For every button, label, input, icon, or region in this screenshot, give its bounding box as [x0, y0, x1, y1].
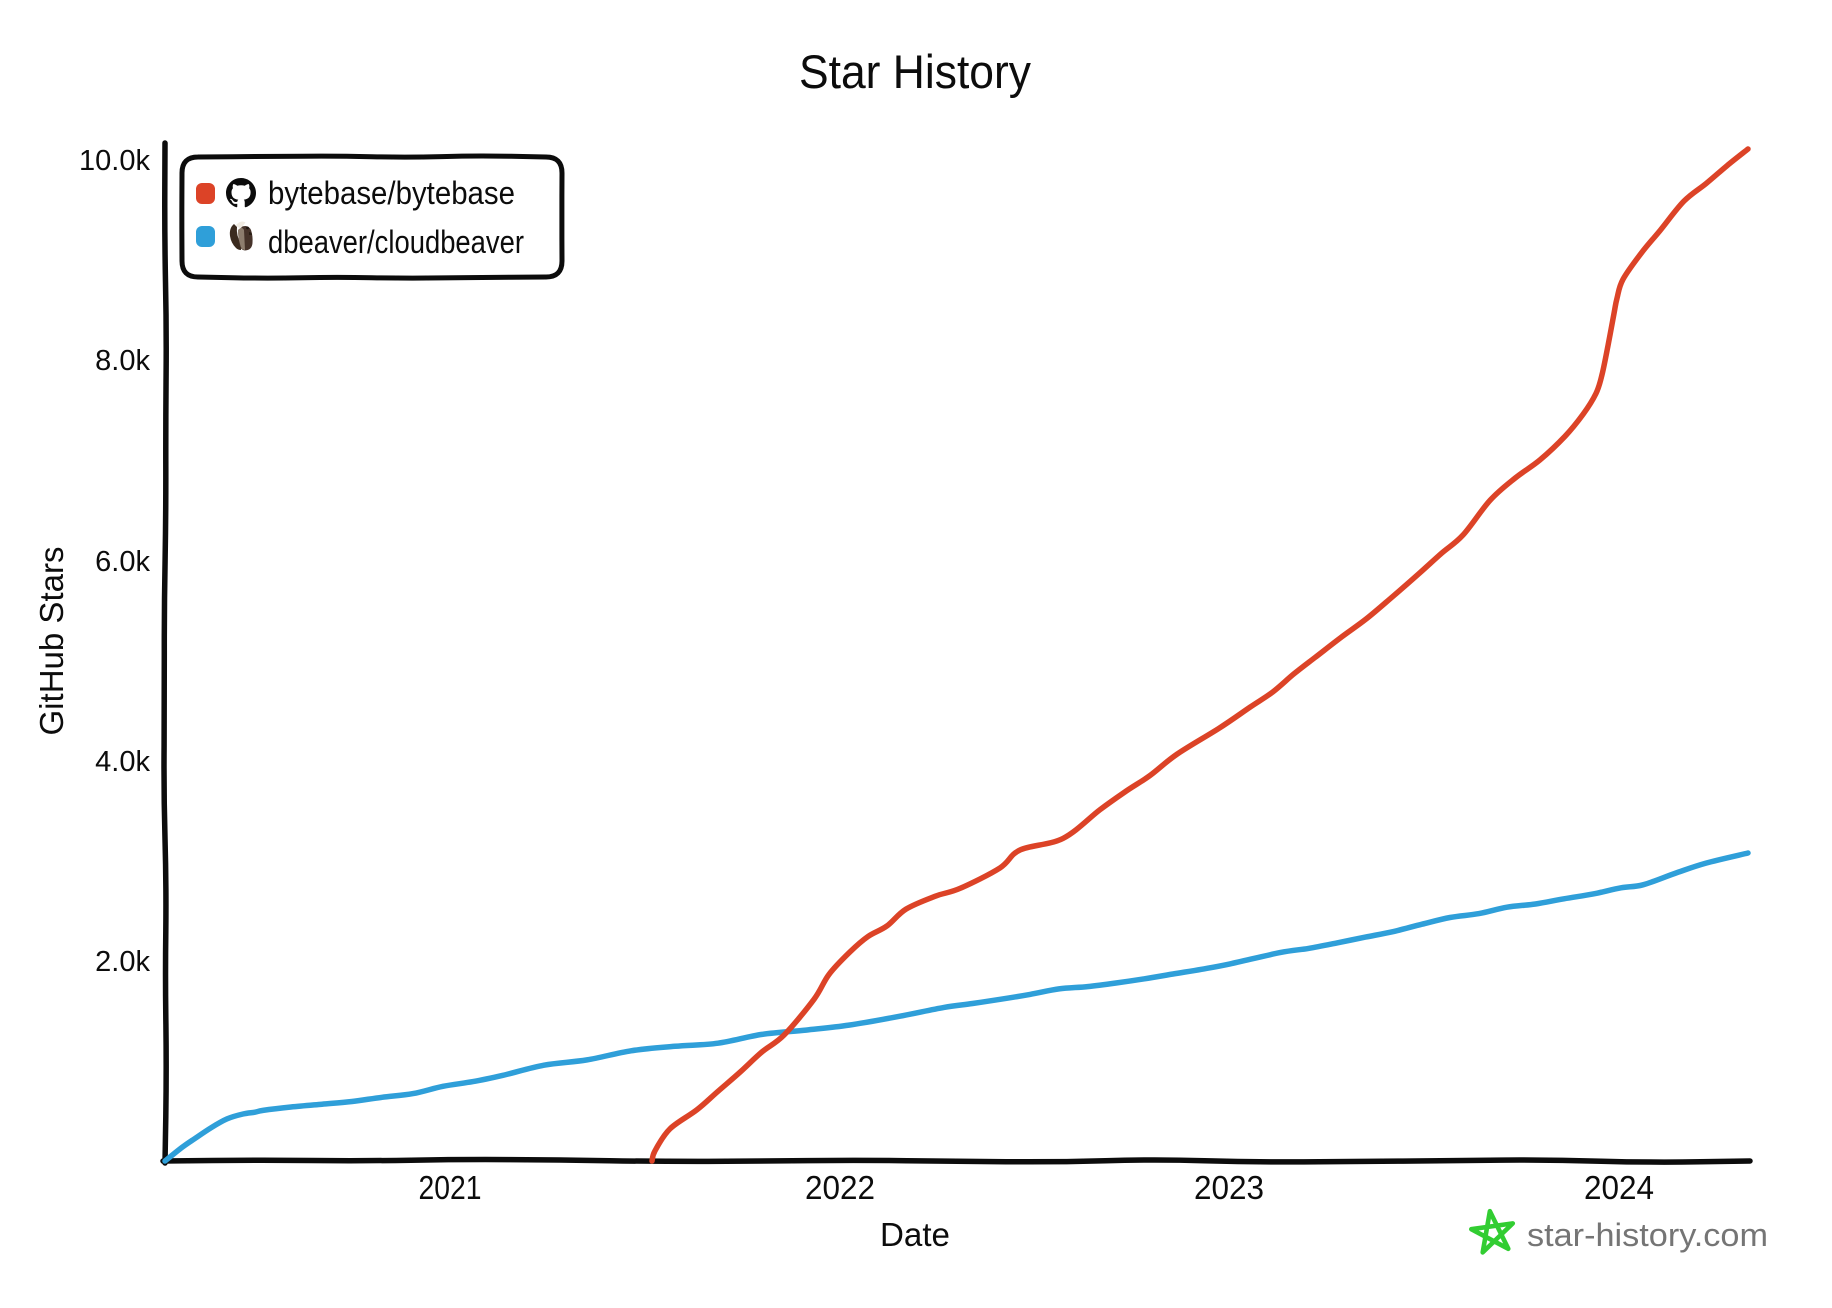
svg-text:8.0k: 8.0k	[95, 345, 150, 377]
svg-text:2024: 2024	[1584, 1169, 1654, 1206]
svg-text:10.0k: 10.0k	[79, 145, 150, 177]
svg-text:2.0k: 2.0k	[95, 946, 150, 978]
svg-text:Date: Date	[880, 1216, 950, 1253]
svg-text:bytebase/bytebase: bytebase/bytebase	[268, 175, 515, 211]
svg-text:Star History: Star History	[799, 45, 1031, 98]
svg-text:2021: 2021	[419, 1169, 482, 1206]
svg-text:star-history.com: star-history.com	[1527, 1217, 1768, 1253]
svg-text:2022: 2022	[805, 1169, 875, 1206]
svg-text:dbeaver/cloudbeaver: dbeaver/cloudbeaver	[268, 224, 524, 260]
svg-text:4.0k: 4.0k	[95, 746, 150, 778]
svg-text:2023: 2023	[1194, 1169, 1264, 1206]
svg-text:6.0k: 6.0k	[95, 546, 150, 578]
svg-text:GitHub Stars: GitHub Stars	[33, 547, 70, 736]
